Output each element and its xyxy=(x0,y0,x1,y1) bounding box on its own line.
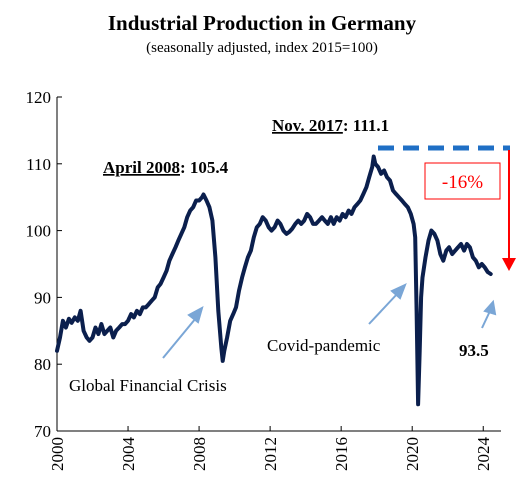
covid-pointer-arrow xyxy=(368,292,399,325)
x-tick-label: 2020 xyxy=(403,437,422,471)
covid-pointer-arrowhead xyxy=(390,283,407,300)
gfc-peak-annotation: April 2008: 105.4 xyxy=(103,158,229,177)
x-tick-label: 2000 xyxy=(48,437,67,471)
gfc-peak-value: : 105.4 xyxy=(180,158,229,177)
gfc-pointer-arrow xyxy=(162,317,197,359)
y-tick-label: 120 xyxy=(26,88,52,107)
peak-annotation: Nov. 2017: 111.1 xyxy=(272,116,389,135)
y-tick-label: 90 xyxy=(34,288,51,307)
decline-label: -16% xyxy=(442,172,483,193)
x-tick-label: 2004 xyxy=(119,437,138,472)
decline-box xyxy=(424,162,501,200)
x-axis-ticks: 2000 2004 2008 2012 2016 2020 2024 xyxy=(48,426,493,471)
peak-label: Nov. 2017 xyxy=(272,116,343,135)
last-value-label: 93.5 xyxy=(459,341,489,360)
chart-subtitle: (seasonally adjusted, index 2015=100) xyxy=(146,40,378,56)
y-axis-ticks: 70 80 90 100 110 120 xyxy=(26,88,62,441)
series-line-industrial-production xyxy=(55,154,493,407)
x-tick-label: 2016 xyxy=(332,437,351,471)
covid-label: Covid-pandemic xyxy=(267,336,381,355)
gfc-label: Global Financial Crisis xyxy=(69,376,227,395)
x-tick-label: 2012 xyxy=(261,437,280,471)
x-tick-label: 2008 xyxy=(190,437,209,471)
chart-title: Industrial Production in Germany xyxy=(108,11,417,35)
last-value-pointer-arrowhead xyxy=(483,299,497,316)
peak-value: : 111.1 xyxy=(343,116,389,135)
decline-arrowhead xyxy=(502,258,516,271)
y-tick-label: 80 xyxy=(34,355,51,374)
pointer-arrows xyxy=(162,283,497,359)
y-tick-label: 100 xyxy=(26,222,52,241)
y-tick-label: 110 xyxy=(26,155,51,174)
last-value-pointer-arrow xyxy=(481,310,491,329)
x-tick-label: 2024 xyxy=(474,437,493,472)
y-tick-label: 70 xyxy=(34,422,51,441)
gfc-pointer-arrowhead xyxy=(187,305,204,324)
gfc-peak-label: April 2008 xyxy=(103,158,180,177)
